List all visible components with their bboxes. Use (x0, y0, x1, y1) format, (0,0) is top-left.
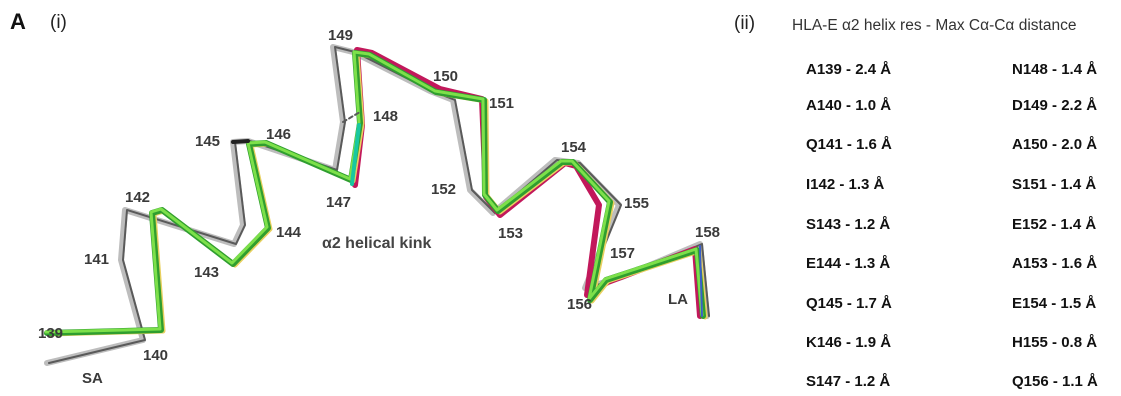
residue-label-143: 143 (194, 264, 219, 281)
residue-label-140: 140 (143, 347, 168, 364)
residue-label-146: 146 (266, 126, 291, 143)
distance-row: A140 - 1.0 Å (806, 97, 892, 114)
distance-row: D149 - 2.2 Å (1012, 97, 1098, 114)
residue-label-144: 144 (276, 224, 302, 241)
distance-row: N148 - 1.4 Å (1012, 61, 1098, 78)
light-green-trace (44, 50, 704, 334)
distance-row: E144 - 1.3 Å (806, 255, 891, 272)
distance-row: K146 - 1.9 Å (806, 334, 892, 351)
sublabel-ii: (ii) (734, 13, 756, 34)
distance-row: Q156 - 1.1 Å (1012, 373, 1098, 390)
residue-label-139: 139 (38, 325, 63, 342)
residue-label-150: 150 (433, 68, 458, 85)
distance-row: S151 - 1.4 Å (1012, 176, 1097, 193)
residue-label-152: 152 (431, 181, 456, 198)
distance-table-title: HLA-E α2 helix res - Max Cα-Cα distance (792, 17, 1077, 34)
residue-label-151: 151 (489, 95, 514, 112)
cyan-segment (350, 123, 361, 186)
residue-labels: 139 140 141 142 143 144 145 146 147 148 … (38, 27, 720, 364)
residue-label-141: 141 (84, 251, 109, 268)
residue-label-157: 157 (610, 245, 635, 262)
sublabel-i: (i) (50, 12, 67, 33)
residue-label-148: 148 (373, 108, 398, 125)
residue-label-145: 145 (195, 133, 220, 150)
kink-label: α2 helical kink (322, 235, 432, 252)
residue-label-158: 158 (695, 224, 720, 241)
dark-cap (231, 139, 250, 144)
residue-label-147: 147 (326, 194, 351, 211)
distance-row: I142 - 1.3 Å (806, 176, 885, 193)
distance-row: H155 - 0.8 Å (1012, 334, 1098, 351)
distance-row: S143 - 1.2 Å (806, 216, 891, 233)
residue-label-155: 155 (624, 195, 649, 212)
dashed-bond (342, 111, 361, 123)
residue-label-156: 156 (567, 296, 592, 313)
residue-label-154: 154 (561, 139, 587, 156)
distance-row: Q145 - 1.7 Å (806, 295, 892, 312)
panel-letter: A (10, 9, 26, 34)
sa-label: SA (82, 370, 103, 387)
distance-row: A150 - 2.0 Å (1012, 136, 1098, 153)
residue-label-153: 153 (498, 225, 523, 242)
distance-row: A153 - 1.6 Å (1012, 255, 1098, 272)
distance-panel: (ii) HLA-E α2 helix res - Max Cα-Cα dist… (734, 0, 1121, 396)
la-label: LA (668, 291, 688, 308)
distance-row: A139 - 2.4 Å (806, 61, 892, 78)
distance-row: E152 - 1.4 Å (1012, 216, 1097, 233)
distance-row: S147 - 1.2 Å (806, 373, 891, 390)
distance-row: E154 - 1.5 Å (1012, 295, 1097, 312)
residue-label-142: 142 (125, 189, 150, 206)
residue-label-149: 149 (328, 27, 353, 44)
distance-row: Q141 - 1.6 Å (806, 136, 892, 153)
blue-segment (699, 245, 703, 317)
backbone-traces (44, 44, 710, 366)
